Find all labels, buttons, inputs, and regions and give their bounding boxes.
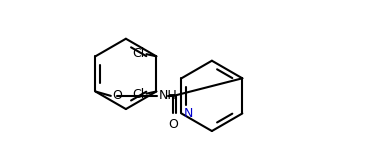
Text: Cl: Cl (132, 88, 144, 101)
Text: O: O (169, 118, 178, 131)
Text: Cl: Cl (132, 46, 144, 60)
Text: NH: NH (159, 89, 178, 102)
Text: O: O (112, 89, 122, 102)
Text: N: N (184, 107, 193, 120)
